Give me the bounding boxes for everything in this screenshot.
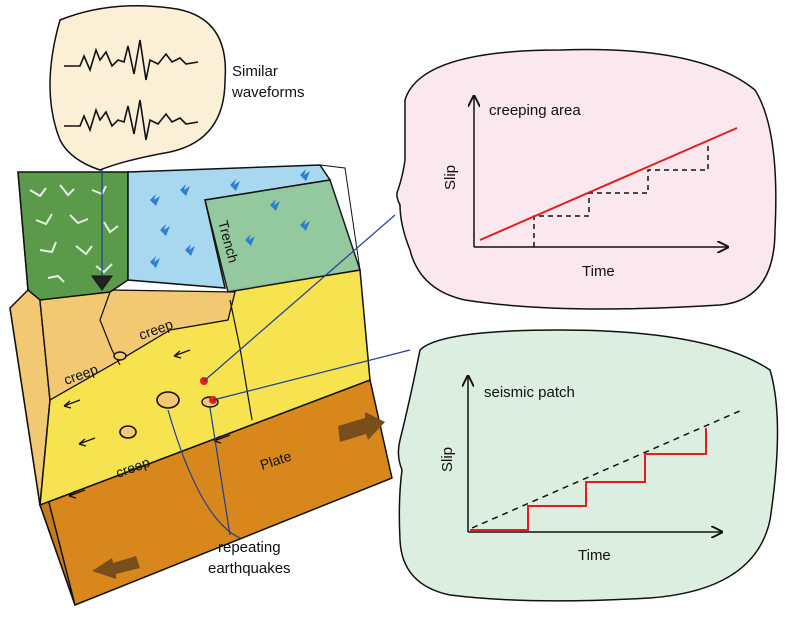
waveform-bubble-shape — [49, 4, 227, 171]
connector-lines — [101, 170, 411, 539]
creeping-bubble-shape — [396, 48, 777, 310]
quake-patch-1 — [156, 391, 180, 409]
seismic-xlabel: Time — [578, 547, 611, 564]
creep-region — [39, 289, 236, 402]
creeping-title: creeping area — [489, 102, 581, 119]
creeping-slip-line — [479, 127, 738, 241]
seismic-trend-dashed — [471, 409, 743, 529]
land-texture — [29, 184, 119, 283]
annotation-line2: earthquakes — [208, 560, 291, 577]
seismic-bubble-shape — [397, 329, 779, 602]
creeping-steps-dashed — [533, 146, 709, 247]
block-diagram: Trench Plate creep creep creep — [9, 164, 393, 606]
seismic-slip-steps — [470, 428, 707, 531]
creeping-ylabel: Slip — [442, 165, 459, 190]
waveform-trace-1 — [64, 39, 199, 81]
annotation-line1: repeating — [218, 539, 281, 556]
waveform-bubble: Similar waveforms — [49, 4, 305, 171]
seismic-ylabel: Slip — [439, 447, 456, 472]
trench-upper-rim — [319, 164, 361, 271]
waveform-caption-line1: Similar — [232, 63, 278, 80]
plate-arrow-left — [92, 556, 140, 579]
repeating-earthquakes-annotation: repeating earthquakes — [208, 539, 291, 577]
seismic-title: seismic patch — [484, 384, 575, 401]
waveform-trace-2 — [64, 99, 199, 141]
quake-patch-3 — [113, 351, 127, 361]
sea-wave-marks — [150, 169, 310, 268]
creeping-area-panel: creeping area Slip Time — [396, 48, 777, 310]
quake-patch-2 — [119, 425, 137, 439]
plate-arrow-right — [338, 412, 385, 442]
seismic-patch-panel: seismic patch Slip Time — [397, 329, 779, 602]
creeping-xlabel: Time — [582, 263, 615, 280]
waveform-caption-line2: waveforms — [231, 84, 305, 101]
